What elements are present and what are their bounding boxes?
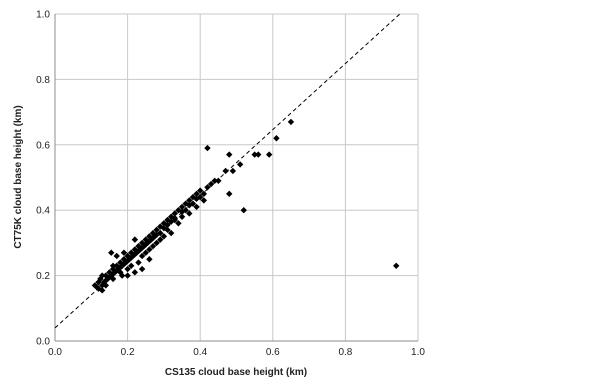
- data-point: [186, 197, 193, 204]
- data-point: [128, 262, 135, 269]
- x-tick-label: 0.8: [338, 347, 352, 358]
- data-point: [287, 118, 295, 126]
- data-point: [200, 197, 208, 204]
- data-point: [171, 216, 178, 224]
- data-point: [215, 177, 222, 184]
- data-point: [167, 229, 175, 237]
- data-point: [109, 275, 117, 283]
- data-point: [178, 203, 186, 211]
- data-point: [200, 190, 208, 198]
- data-point: [164, 216, 171, 224]
- data-point: [157, 229, 164, 237]
- data-point: [240, 207, 247, 214]
- data-point: [135, 259, 142, 266]
- data-point: [251, 151, 258, 158]
- data-point: [164, 221, 171, 229]
- data-point: [153, 239, 160, 247]
- data-point: [160, 233, 168, 240]
- data-point: [164, 226, 171, 234]
- data-point: [273, 135, 280, 142]
- y-tick-label: 0.0: [36, 337, 50, 348]
- data-point: [222, 167, 229, 175]
- data-point: [117, 259, 124, 266]
- data-point: [189, 200, 197, 207]
- data-point: [160, 224, 168, 232]
- data-point: [106, 269, 113, 276]
- data-point: [229, 167, 237, 175]
- data-point: [197, 187, 204, 194]
- data-point: [207, 180, 215, 188]
- data-point: [393, 262, 400, 269]
- data-point: [142, 241, 149, 248]
- data-point: [197, 193, 204, 201]
- data-point: [157, 236, 164, 243]
- data-point: [117, 269, 124, 276]
- data-point: [189, 193, 197, 201]
- data-point: [182, 207, 189, 214]
- data-point: [98, 272, 106, 279]
- data-point: [95, 285, 102, 292]
- data-point: [118, 262, 126, 269]
- data-point: [178, 213, 186, 220]
- data-point: [137, 246, 144, 253]
- x-tick-label: 0.2: [121, 347, 135, 358]
- data-point: [142, 249, 149, 256]
- data-point: [193, 203, 200, 211]
- data-point: [153, 226, 160, 234]
- data-point: [226, 151, 233, 158]
- data-point: [102, 282, 110, 289]
- data-point: [255, 151, 262, 158]
- y-axis-title: CT75K cloud base height (km): [13, 105, 24, 248]
- y-tick-label: 1.0: [36, 10, 50, 21]
- y-tick-label: 0.8: [36, 75, 50, 86]
- data-point: [193, 190, 200, 198]
- y-tick-label: 0.2: [36, 271, 50, 282]
- data-point: [204, 144, 211, 152]
- data-point: [131, 269, 139, 276]
- y-tick-label: 0.4: [36, 206, 50, 217]
- x-tick-label: 0.0: [48, 347, 62, 358]
- data-point: [95, 278, 102, 286]
- x-tick-label: 1.0: [411, 347, 425, 358]
- data-point: [236, 161, 244, 168]
- y-tick-label: 0.6: [36, 140, 50, 151]
- data-point: [182, 200, 189, 207]
- x-tick-label: 0.4: [193, 347, 207, 358]
- grid: [54, 13, 419, 342]
- data-point: [265, 151, 273, 158]
- data-point: [211, 177, 218, 184]
- data-point: [109, 262, 117, 269]
- data-point: [120, 249, 128, 256]
- data-point: [149, 242, 157, 250]
- tick-labels: 0.0 0.2 0.4 0.6 0.8 1.0 0.0 0.2 0.4 0.6 0.8 1.0: [36, 10, 425, 359]
- data-point: [146, 256, 153, 263]
- x-axis-title: CS135 cloud base height (km): [165, 367, 307, 378]
- data-point: [146, 246, 153, 253]
- data-point: [149, 229, 157, 237]
- data-point: [108, 249, 115, 256]
- data-point: [160, 220, 168, 227]
- data-point: [113, 252, 120, 260]
- data-points: [91, 118, 400, 294]
- data-point: [138, 252, 146, 260]
- data-point: [226, 190, 233, 198]
- data-point: [138, 265, 146, 273]
- data-point: [175, 220, 182, 227]
- data-point: [186, 210, 193, 217]
- x-tick-label: 0.6: [266, 347, 280, 358]
- data-point: [124, 272, 131, 279]
- data-point: [98, 287, 106, 294]
- data-point: [204, 184, 211, 191]
- data-point: [131, 236, 139, 243]
- data-point: [171, 210, 178, 217]
- data-point: [124, 265, 131, 273]
